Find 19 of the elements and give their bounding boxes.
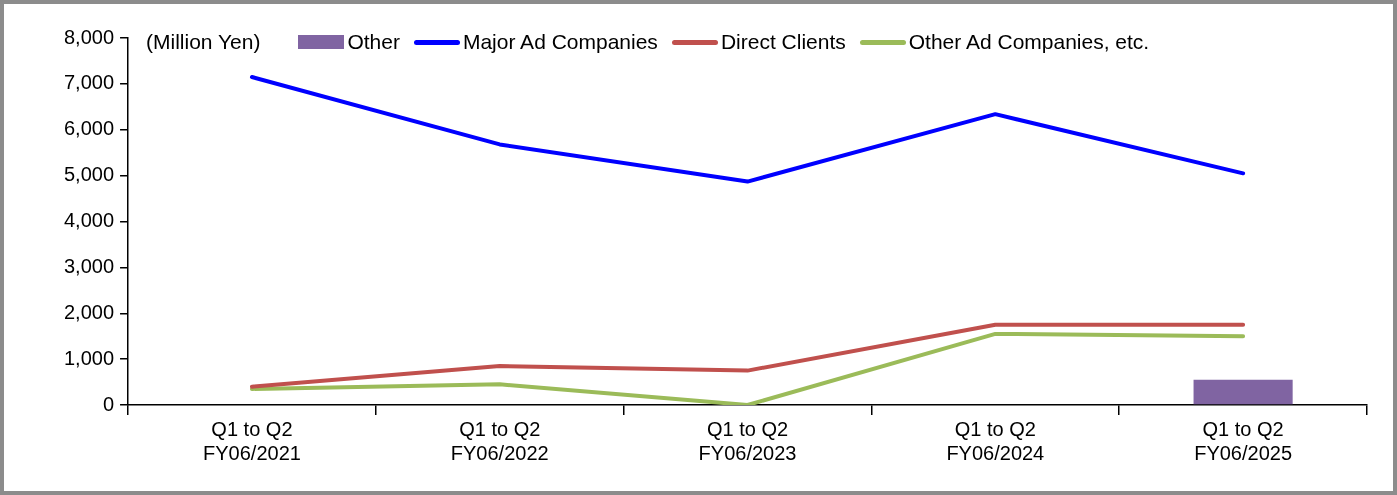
legend-label: Other Ad Companies, etc. bbox=[908, 30, 1150, 54]
legend-label: Direct Clients bbox=[720, 30, 846, 54]
x-tick-label: Q1 to Q2 FY06/2021 bbox=[203, 417, 301, 464]
y-tick-label: 2,000 bbox=[63, 300, 115, 323]
y-tick-label: 5,000 bbox=[63, 163, 115, 186]
x-tick-label: Q1 to Q2 FY06/2024 bbox=[946, 417, 1045, 464]
y-tick-label: 1,000 bbox=[63, 346, 115, 369]
x-tick-label: Q1 to Q2 FY06/2022 bbox=[450, 417, 549, 464]
y-tick-label: 4,000 bbox=[63, 209, 115, 232]
legend-label: Other bbox=[347, 30, 400, 54]
x-tick-label: Q1 to Q2 FY06/2025 bbox=[1194, 417, 1293, 464]
y-tick-label: 0 bbox=[102, 392, 115, 415]
y-tick-label: 7,000 bbox=[63, 71, 115, 94]
y-axis-title: (Million Yen) bbox=[146, 30, 261, 54]
x-tick-label: Q1 to Q2 FY06/2023 bbox=[698, 417, 797, 464]
legend-label: Major Ad Companies bbox=[462, 30, 658, 54]
y-tick-label: 6,000 bbox=[63, 117, 115, 140]
y-tick-label: 3,000 bbox=[63, 254, 115, 277]
y-tick-label: 8,000 bbox=[63, 25, 115, 48]
